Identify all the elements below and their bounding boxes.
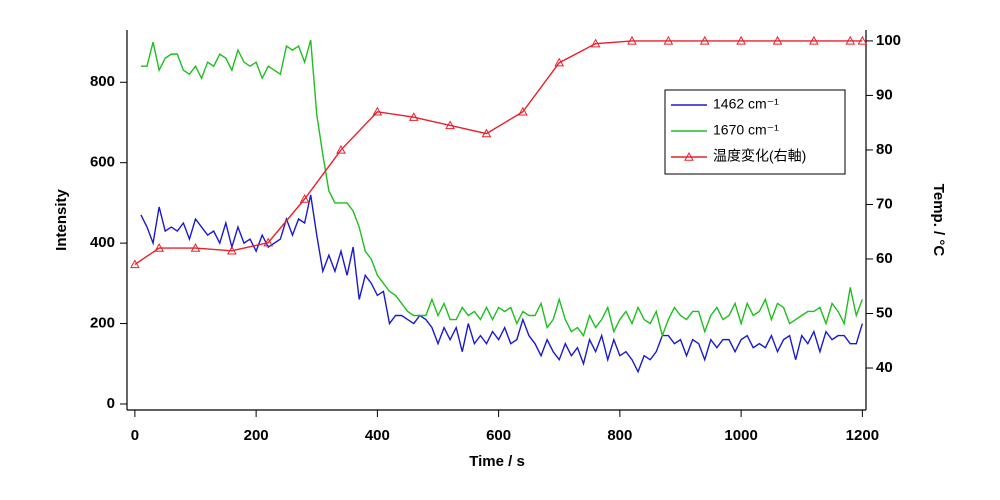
y2-tick-label: 60 xyxy=(876,250,893,267)
legend-label: 1670 cm⁻¹ xyxy=(713,122,779,138)
series-line xyxy=(140,194,864,374)
marker xyxy=(857,35,868,45)
marker xyxy=(481,128,492,138)
marker xyxy=(336,144,346,154)
y2-tick-label: 90 xyxy=(876,86,893,103)
y2-tick-label: 80 xyxy=(876,141,893,158)
marker xyxy=(227,245,237,255)
marker xyxy=(809,35,819,45)
x-tick-label: 400 xyxy=(365,427,390,444)
legend-box xyxy=(664,89,846,175)
marker xyxy=(263,237,274,247)
marker xyxy=(372,106,383,116)
y-tick-label: 800 xyxy=(90,73,115,90)
marker xyxy=(299,193,310,203)
y-tick-label: 600 xyxy=(90,154,115,171)
marker xyxy=(190,243,201,252)
y-tick-label: 0 xyxy=(107,395,115,412)
y-tick-label: 400 xyxy=(90,234,115,251)
marker xyxy=(736,35,746,45)
marker xyxy=(590,38,601,48)
x-axis-label: Time / s xyxy=(469,453,525,470)
legend-marker xyxy=(684,151,694,161)
y2-tick-label: 100 xyxy=(876,32,901,49)
marker xyxy=(445,120,455,130)
marker xyxy=(554,57,565,67)
marker xyxy=(663,35,674,45)
y2-tick-label: 70 xyxy=(876,195,893,212)
marker xyxy=(699,35,710,45)
x-tick-label: 200 xyxy=(244,427,269,444)
marker xyxy=(408,112,419,121)
marker xyxy=(772,35,783,45)
legend-label: 温度変化(右軸) xyxy=(713,148,806,164)
y2-tick-label: 50 xyxy=(876,304,893,321)
y2-axis-label: Temp. / °C xyxy=(930,184,947,257)
x-tick-label: 600 xyxy=(486,427,511,444)
x-tick-label: 1000 xyxy=(724,427,757,444)
x-tick-label: 800 xyxy=(607,427,632,444)
series-line xyxy=(134,40,863,266)
marker xyxy=(845,35,856,45)
x-tick-label: 1200 xyxy=(846,427,879,444)
x-tick-label: 0 xyxy=(131,427,139,444)
y-tick-label: 200 xyxy=(90,315,115,332)
marker xyxy=(130,259,140,269)
y-axis-label: Intensity xyxy=(53,189,70,251)
y2-tick-label: 40 xyxy=(876,359,893,376)
marker xyxy=(627,35,637,45)
series-line xyxy=(140,39,864,338)
marker xyxy=(518,106,528,116)
legend-label: 1462 cm⁻¹ xyxy=(713,96,779,112)
marker xyxy=(154,243,164,252)
